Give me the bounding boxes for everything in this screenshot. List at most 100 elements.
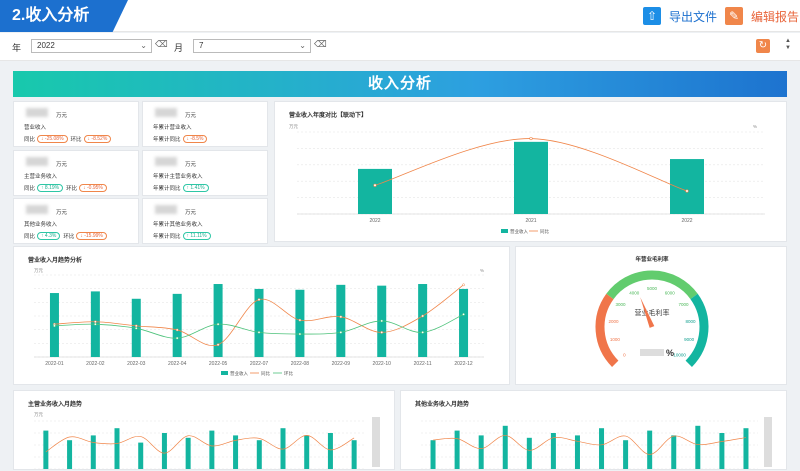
- bar: [599, 428, 605, 469]
- x-tick-label: 2022-01: [45, 361, 64, 367]
- mom-label: 环比: [63, 234, 75, 240]
- edit-icon: ✎: [725, 7, 743, 25]
- bar: [719, 433, 725, 469]
- bar: [209, 430, 215, 469]
- month-value: 7: [199, 41, 204, 50]
- export-button[interactable]: ⇧ 导出文件: [643, 7, 717, 25]
- redacted-value: [155, 108, 177, 117]
- mom-point: [339, 331, 343, 334]
- bar: [280, 428, 286, 469]
- month-select[interactable]: 7 ⌄: [193, 39, 311, 53]
- kpi-card: 万元 年累计其他业务收入 年累计同比 ↑ 11.11%: [142, 198, 268, 244]
- x-tick-label: 2022-12: [454, 361, 473, 367]
- yoy-point: [94, 320, 97, 324]
- sort-arrows-icon[interactable]: ▲ ▼: [785, 38, 791, 51]
- mom-point: [380, 319, 384, 323]
- y-axis-label: 万元: [34, 268, 43, 274]
- page-title: 2.收入分析: [0, 0, 128, 32]
- gross-margin-panel: 年营业毛利率 0 1000 2000 3000 4000 5000 6000 7000 8000 9…: [515, 246, 787, 385]
- bar: [172, 293, 182, 357]
- edit-report-button[interactable]: ✎ 编辑报告: [725, 7, 799, 25]
- kpi-name: 营业收入: [24, 125, 47, 131]
- year-value: 2022: [37, 41, 55, 50]
- bar: [514, 141, 548, 214]
- kpi-change-row: 同比 ↑ 4.3% 环比 ↓ -15.99%: [24, 232, 110, 240]
- yoy-label: 年累计同比: [153, 234, 181, 240]
- bar: [695, 425, 701, 469]
- yoy-badge: ↓ -8.5%: [182, 135, 208, 143]
- clear-filter-icon[interactable]: ⌫: [155, 39, 168, 49]
- section-banner: 收入分析: [13, 71, 787, 97]
- x-tick-label: 2022-08: [291, 361, 310, 367]
- bar: [295, 289, 305, 357]
- trend-line: [45, 435, 355, 454]
- scrollbar: [372, 417, 380, 467]
- bar: [358, 168, 392, 214]
- bar: [43, 430, 49, 469]
- bar: [138, 442, 144, 469]
- monthly-chart-title: 营业收入月趋势分析: [28, 258, 83, 264]
- chevron-down-icon: ⌄: [140, 41, 147, 50]
- kpi-change-row: 年累计同比 ↓ -8.5%: [153, 135, 210, 143]
- kpi-card: 万元 主营业务收入 同比 ↑ 8.19% 环比 ↓ -0.95%: [13, 150, 139, 196]
- x-tick-label: 2022-03: [127, 361, 146, 367]
- y-axis-label: 万元: [289, 124, 298, 130]
- x-tick-label: 2022: [369, 218, 380, 224]
- monthly-chart: 万元 % 2022-01 2022-02 2022-03 2022-04 2022-05 20…: [34, 268, 484, 377]
- bar: [743, 428, 749, 469]
- other-business-chart-title: 其他业务收入月趋势: [415, 402, 470, 408]
- kpi-unit: 万元: [185, 162, 197, 168]
- gauge-tick-label: 9000: [684, 337, 695, 342]
- other-business-panel: 其他业务收入月趋势: [400, 390, 787, 470]
- filter-bar: 年 2022 ⌄ ⌫ 月 7 ⌄ ⌫ ↻ ▲ ▼: [0, 33, 800, 61]
- monthly-trend-panel: 营业收入月趋势分析 万元% 2022-01 2022-02 2022-03 2022-0…: [13, 246, 510, 385]
- gauge-arc-segment: [595, 293, 619, 367]
- month-label: 月: [174, 43, 184, 53]
- mom-point: [216, 322, 220, 326]
- main-business-chart: 万元: [34, 412, 380, 470]
- kpi-unit: 万元: [56, 113, 68, 119]
- bar: [213, 284, 223, 357]
- legend-swatch: [501, 229, 508, 233]
- bar: [185, 437, 191, 469]
- legend-swatch: [221, 371, 228, 375]
- bar: [351, 440, 357, 469]
- kpi-unit: 万元: [56, 162, 68, 168]
- mom-label: 环比: [66, 186, 78, 192]
- edit-label: 编辑报告: [751, 9, 800, 24]
- mom-label: 环比: [70, 137, 82, 143]
- bar: [430, 440, 436, 469]
- bar: [502, 425, 508, 469]
- refresh-icon[interactable]: ↻: [756, 39, 770, 53]
- year-select[interactable]: 2022 ⌄: [31, 39, 152, 53]
- mom-point: [175, 336, 179, 340]
- main-business-panel: 主营业务收入月趋势 万元: [13, 390, 395, 470]
- yoy-point: [216, 343, 220, 347]
- gauge-tick-label: 3000: [615, 302, 626, 307]
- gauge-tick-label: 5000: [647, 286, 658, 291]
- kpi-card: 万元营业收入同比 ↓ -25.08% 环比 ↓ -8.52%: [13, 101, 139, 147]
- yoy-label: 同比: [24, 186, 36, 192]
- kpi-unit: 万元: [185, 113, 197, 119]
- x-tick-label: 2022-11: [414, 361, 432, 367]
- chevron-down-icon: ⌄: [299, 41, 306, 50]
- gauge-tick-label: 4000: [629, 290, 640, 295]
- kpi-card: 万元 其他业务收入 同比 ↑ 4.3% 环比 ↓ -15.99%: [13, 198, 139, 244]
- clear-filter-icon[interactable]: ⌫: [314, 39, 327, 49]
- bar: [526, 437, 532, 469]
- kpi-unit: 万元: [185, 210, 197, 216]
- mom-point: [134, 326, 138, 330]
- gauge-arc-segment: [685, 293, 709, 367]
- mom-point: [53, 324, 56, 328]
- kpi-unit: 万元: [56, 210, 68, 216]
- x-tick-label: 2022-04: [168, 361, 187, 367]
- yoy-label: 年累计同比: [153, 137, 181, 143]
- bar: [623, 440, 629, 469]
- yoy-label: 同比: [24, 234, 36, 240]
- other-business-chart: [421, 417, 772, 470]
- gauge-tick-label: 1000: [610, 337, 621, 342]
- kpi-change-row: 同比 ↓ -25.08% 环比 ↓ -8.52%: [24, 135, 114, 143]
- bar: [647, 430, 653, 469]
- bar: [550, 433, 556, 469]
- y-axis-label: 万元: [34, 412, 43, 418]
